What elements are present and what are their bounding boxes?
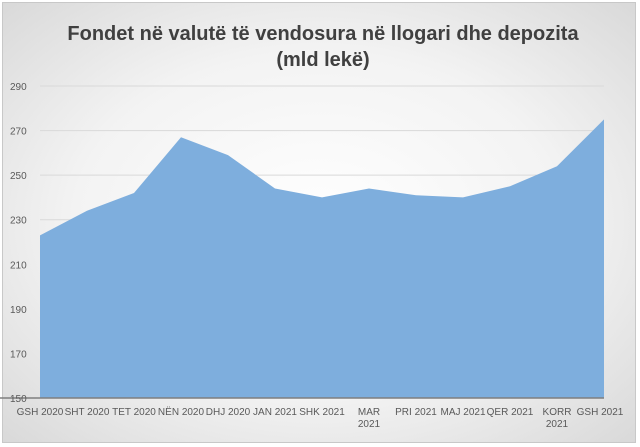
y-tick-label: 190: [10, 305, 27, 316]
x-tick-label: GSH 2021: [577, 407, 624, 418]
x-tick-label: KORR: [543, 407, 572, 418]
x-tick-label: MAR: [358, 407, 380, 418]
x-tick-label: DHJ 2020: [206, 407, 251, 418]
x-tick-label: MAJ 2021: [440, 407, 485, 418]
area-series: [40, 119, 604, 398]
x-tick-label: TET 2020: [112, 407, 156, 418]
area-fill: [40, 119, 604, 398]
chart-title-line-2: (mld lekë): [276, 49, 370, 71]
y-tick-label: 270: [10, 127, 27, 138]
y-tick-label: 170: [10, 349, 27, 360]
y-tick-label: 290: [10, 82, 27, 93]
x-tick-label: 2021: [546, 419, 569, 430]
x-tick-labels: GSH 2020 SHT 2020 TET 2020 NËN 2020 DHJ 2020…: [17, 406, 624, 430]
x-tick-label: 2021: [358, 419, 381, 430]
y-tick-label: 210: [10, 260, 27, 271]
x-tick-label: QER 2021: [487, 407, 534, 418]
y-tick-labels: 150 170 190 210 230 250 270 290: [10, 82, 27, 405]
y-tick-label: 230: [10, 216, 27, 227]
x-tick-label: PRI 2021: [395, 407, 437, 418]
x-tick-label: GSH 2020: [17, 407, 64, 418]
x-tick-label: NËN 2020: [158, 406, 205, 418]
x-tick-label: SHK 2021: [299, 407, 345, 418]
y-tick-label: 250: [10, 171, 27, 182]
x-tick-label: JAN 2021: [253, 407, 297, 418]
x-tick-label: SHT 2020: [65, 407, 110, 418]
chart-title: Fondet në valutë të vendosura në llogari…: [3, 21, 640, 73]
chart-title-line-1: Fondet në valutë të vendosura në llogari…: [67, 23, 579, 45]
y-tick-label: 150: [10, 394, 27, 405]
